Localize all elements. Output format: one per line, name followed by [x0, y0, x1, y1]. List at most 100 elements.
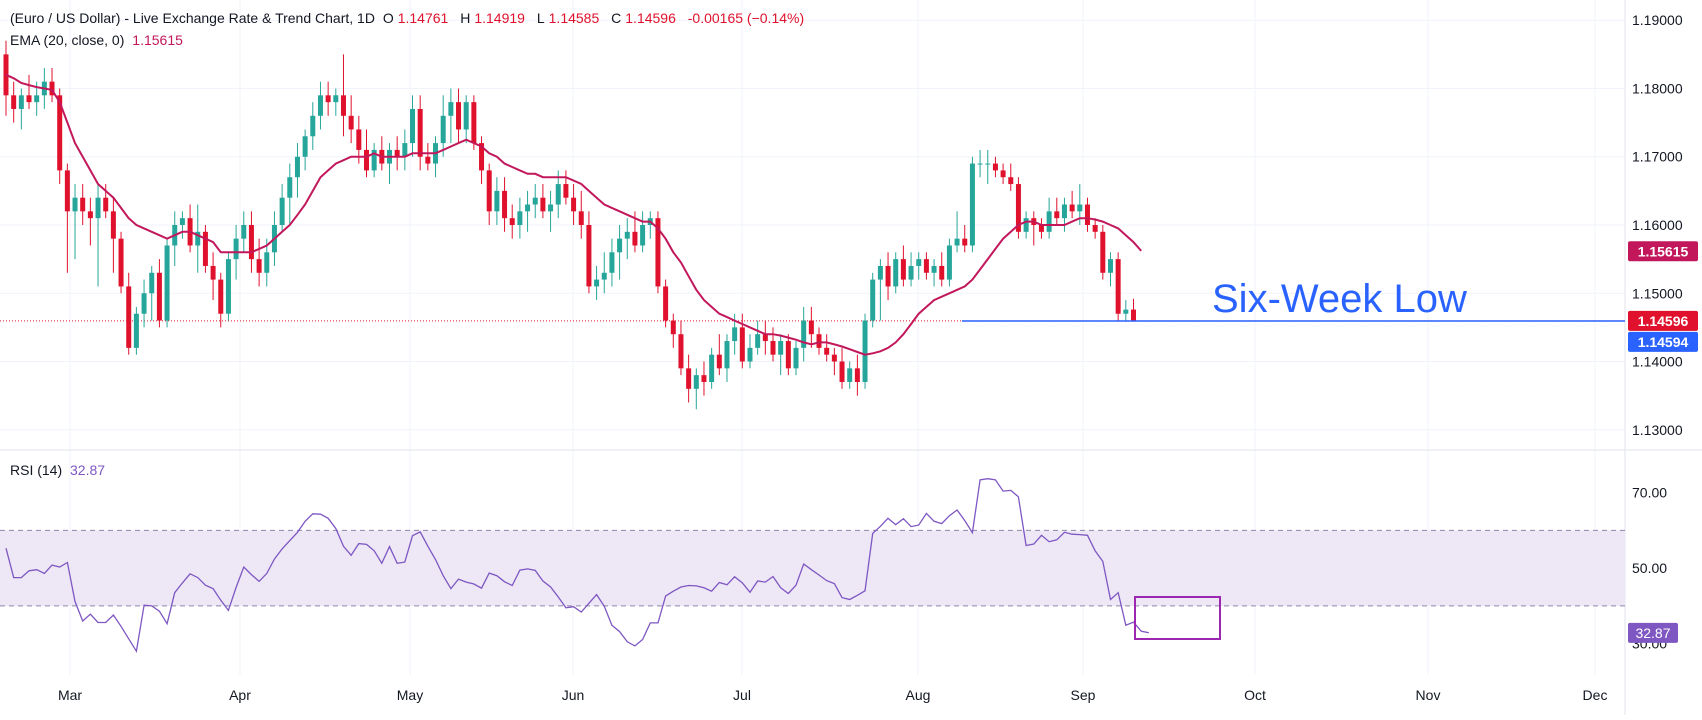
support-price-tag-box — [1628, 331, 1698, 352]
candle-body — [548, 204, 554, 212]
candle-body — [609, 252, 615, 273]
candle-body — [72, 197, 78, 212]
candle-body — [563, 184, 569, 198]
candle-body — [141, 293, 147, 314]
candle-body — [1100, 231, 1106, 273]
candle-body — [210, 265, 216, 280]
candle-body — [80, 197, 86, 212]
candle-body — [954, 238, 960, 246]
candle-body — [417, 108, 423, 157]
candle-body — [1069, 204, 1075, 212]
candle-body — [156, 272, 162, 321]
candle-body — [410, 108, 416, 144]
candle-body — [893, 259, 899, 287]
open-label: O — [382, 10, 394, 26]
candle-body — [923, 259, 929, 273]
rsi-legend-value: 32.87 — [70, 462, 106, 478]
candle-body — [11, 95, 17, 109]
candle-body — [49, 81, 55, 96]
candle-body — [762, 334, 768, 342]
candle-body — [601, 272, 607, 280]
candle-body — [225, 259, 231, 314]
candle-body — [463, 102, 469, 130]
close-value: 1.14596 — [625, 10, 676, 26]
candle-body — [885, 265, 891, 287]
candle-body — [1061, 204, 1067, 219]
rsi-axis-tick: 70.00 — [1632, 485, 1667, 501]
candle-body — [1092, 225, 1098, 232]
rsi-axis-tick: 50.00 — [1632, 560, 1667, 576]
change-value: -0.00165 (−0.14%) — [687, 10, 805, 26]
candle-body — [962, 238, 968, 246]
candle-body — [801, 320, 807, 348]
candle-body — [816, 334, 822, 348]
candle-body — [724, 341, 730, 369]
candle-body — [831, 354, 837, 362]
candle-body — [340, 95, 346, 116]
candle-body — [26, 95, 32, 103]
candle-body — [770, 341, 776, 355]
candle-body — [1084, 204, 1090, 225]
candle-body — [617, 238, 623, 253]
time-axis-tick: Jun — [562, 687, 585, 703]
candle-body — [310, 115, 316, 137]
candle-body — [670, 320, 676, 335]
candle-body — [333, 95, 339, 103]
candle-body — [931, 265, 937, 273]
rsi-value-tag-box — [1628, 622, 1678, 643]
rsi-band — [0, 530, 1625, 606]
ema-line — [5, 73, 1142, 356]
candle-body — [578, 211, 584, 225]
price-axis-tick: 1.19000 — [1632, 12, 1683, 28]
candle-body — [456, 102, 462, 130]
candle-body — [509, 218, 515, 225]
rsi-value-tag-label: 32.87 — [1635, 625, 1670, 641]
candle-body — [287, 177, 293, 198]
candle-body — [555, 184, 561, 205]
candle-body — [686, 368, 692, 389]
time-axis-tick: Sep — [1071, 687, 1096, 703]
six-week-low-annotation: Six-Week Low — [1212, 277, 1467, 321]
candle-body — [793, 347, 799, 369]
symbol-title: (Euro / US Dollar) - Live Exchange Rate … — [10, 10, 375, 26]
ema-legend-label: EMA (20, close, 0) — [10, 32, 125, 48]
ema-legend-value: 1.15615 — [132, 32, 183, 48]
candle-body — [202, 231, 208, 266]
rsi-highlight-box — [1134, 596, 1221, 640]
candle-body — [778, 341, 784, 355]
candle-body — [479, 143, 485, 171]
high-label: H — [460, 10, 471, 26]
candle-body — [969, 163, 975, 246]
last-price-tag-box — [1628, 310, 1698, 331]
candle-body — [985, 163, 991, 165]
candle-body — [448, 102, 454, 116]
price-axis-tick: 1.15000 — [1632, 285, 1683, 301]
price-axis-tick: 1.18000 — [1632, 80, 1683, 96]
time-axis-tick: Apr — [229, 687, 251, 703]
ema-price-tag-box — [1628, 241, 1698, 262]
candle-body — [348, 115, 354, 130]
candle-body — [64, 170, 70, 212]
candle-body — [540, 197, 546, 212]
candle-body — [977, 163, 983, 165]
ema-price-tag-label: 1.15615 — [1638, 243, 1689, 259]
candle-body — [471, 102, 477, 144]
candle-body — [747, 347, 753, 362]
candle-body — [877, 265, 883, 280]
candle-body — [624, 231, 630, 239]
candle-body — [586, 225, 592, 287]
candle-body — [1000, 170, 1006, 178]
candle-body — [133, 313, 139, 348]
open-value: 1.14761 — [397, 10, 449, 26]
last-price-tag-label: 1.14596 — [1638, 313, 1689, 329]
low-value: 1.14585 — [548, 10, 600, 26]
candle-body — [655, 218, 661, 287]
candle-body — [1046, 211, 1052, 232]
candle-body — [118, 238, 124, 287]
candle-body — [839, 361, 845, 382]
candle-body — [716, 354, 722, 369]
candle-body — [946, 245, 952, 280]
candle-body — [732, 327, 738, 342]
candle-body — [302, 136, 308, 157]
candle-body — [709, 354, 715, 382]
